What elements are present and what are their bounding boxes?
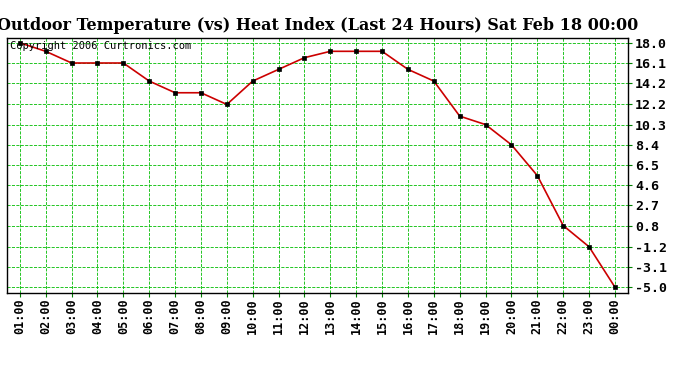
Text: Outdoor Temperature (vs) Heat Index (Last 24 Hours) Sat Feb 18 00:00: Outdoor Temperature (vs) Heat Index (Las… [0,17,638,34]
Text: Copyright 2006 Curtronics.com: Copyright 2006 Curtronics.com [10,41,191,51]
